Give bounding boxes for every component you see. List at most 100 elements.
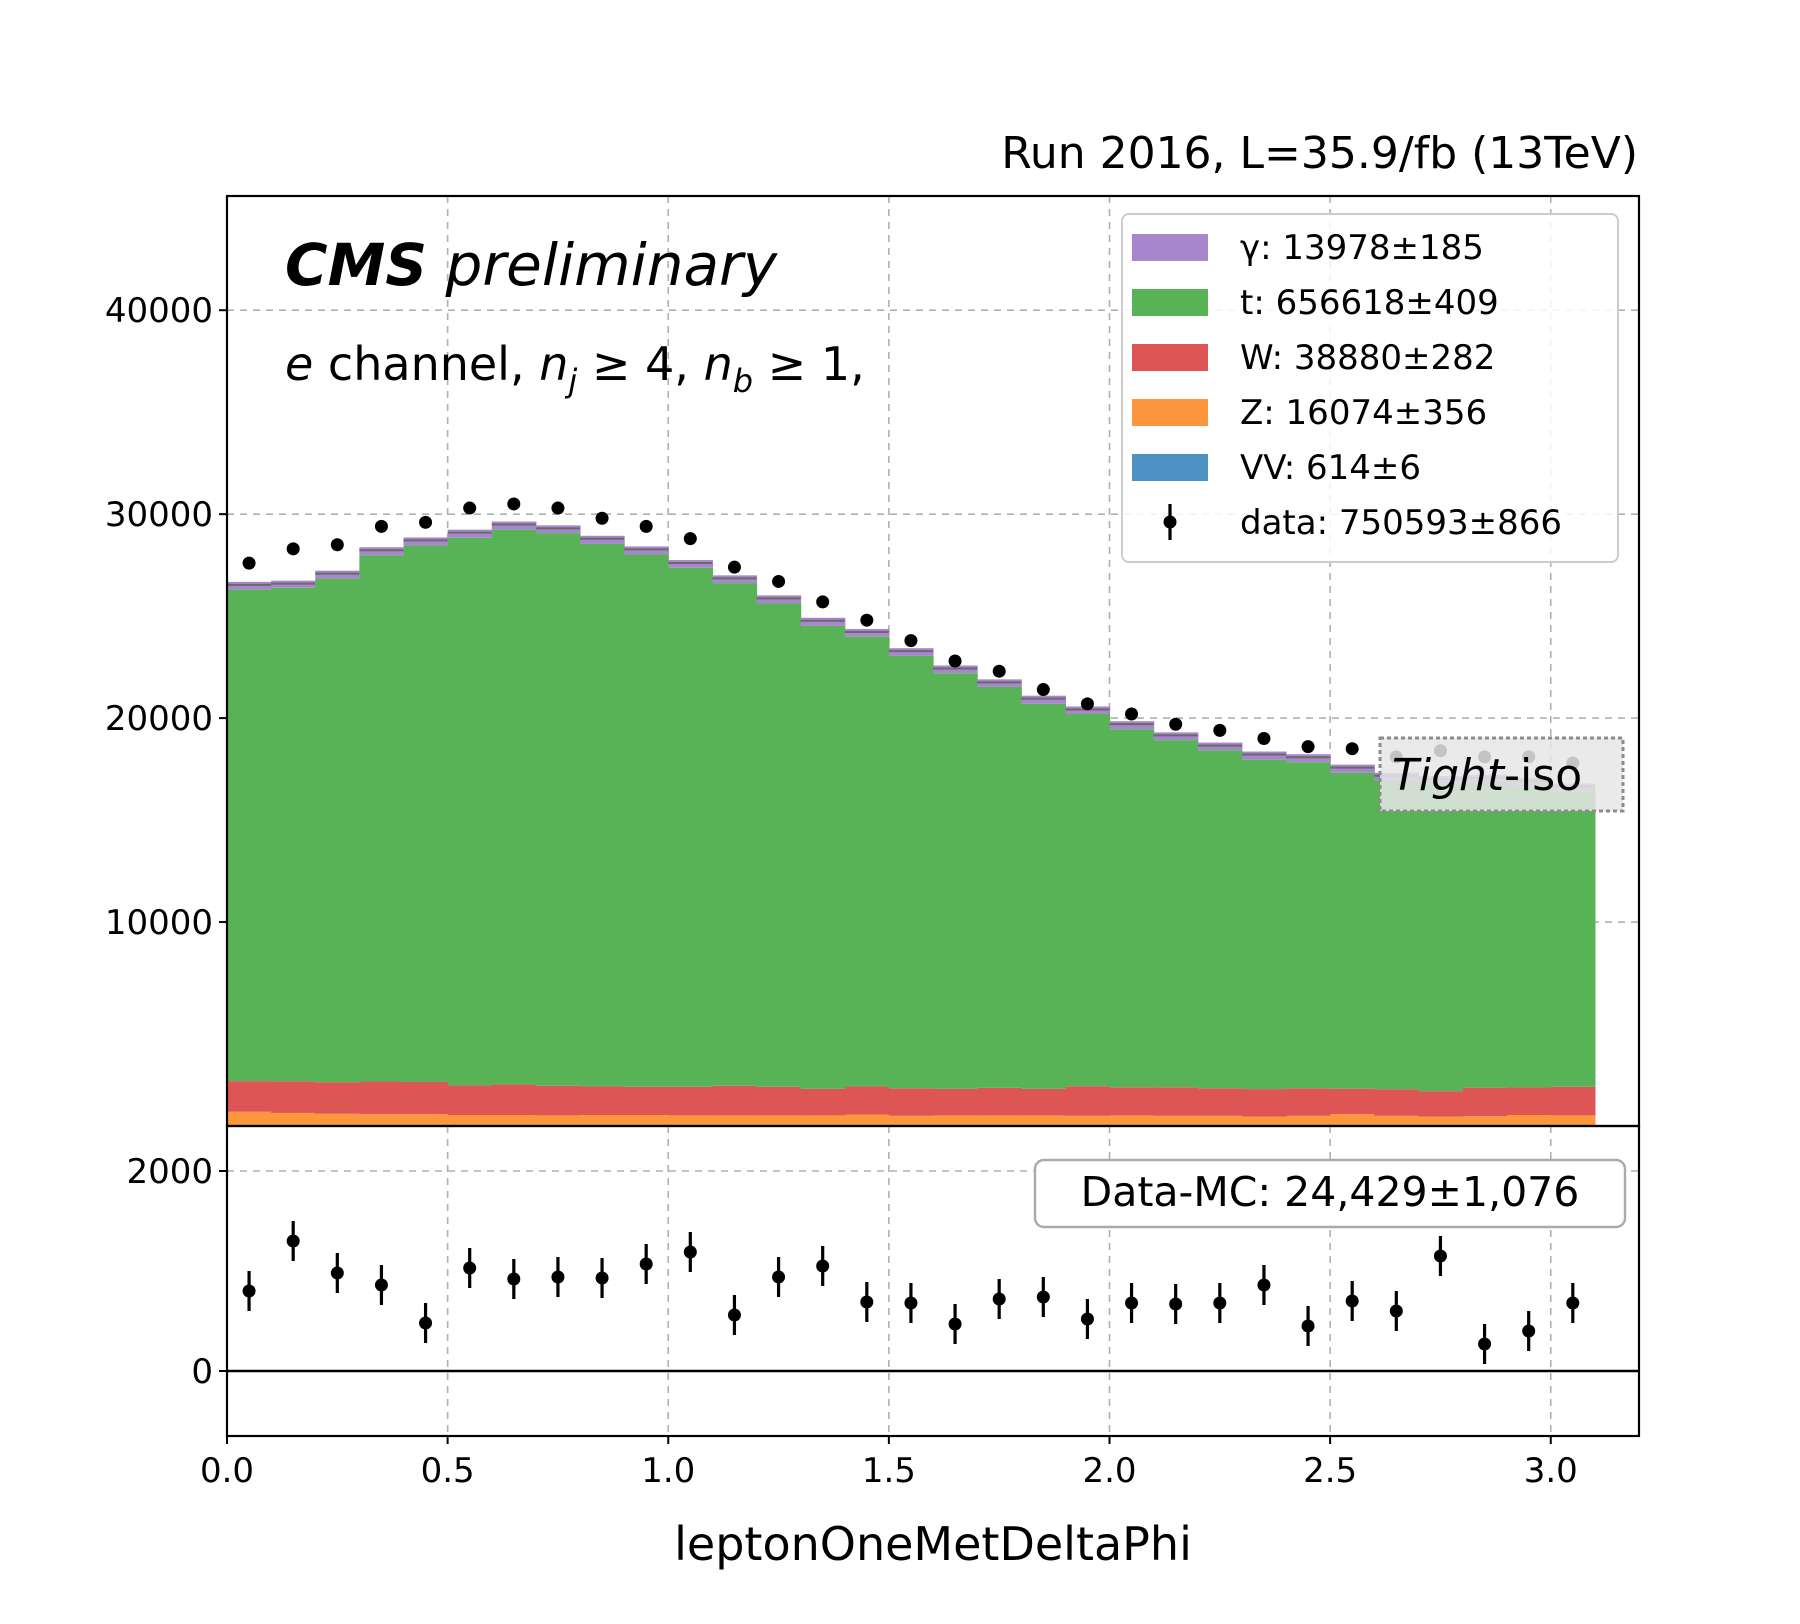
top-y-tick-label: 40000	[105, 291, 213, 331]
tight-italic: Tight	[1392, 750, 1506, 801]
nb-cut: ≥ 1,	[753, 337, 865, 391]
bar-Z	[845, 1115, 890, 1126]
bar-W	[1286, 1088, 1331, 1116]
data-point	[904, 634, 917, 647]
bar-Z	[1110, 1115, 1155, 1125]
bar-t	[1065, 714, 1110, 1086]
data-point	[993, 665, 1006, 678]
bar-γ	[757, 595, 802, 603]
ratio-point	[1257, 1279, 1270, 1292]
bar-W	[1507, 1087, 1552, 1115]
bar-Z	[1507, 1115, 1552, 1126]
ratio-point	[551, 1271, 564, 1284]
data-point	[860, 614, 873, 627]
bar-Z	[1286, 1116, 1331, 1126]
data-point	[949, 655, 962, 668]
ratio-point	[728, 1309, 741, 1322]
bar-Z	[227, 1112, 272, 1126]
ratio-point	[463, 1262, 476, 1275]
ratio-point	[816, 1260, 829, 1273]
ratio-point	[1037, 1291, 1050, 1304]
bar-t	[227, 590, 272, 1082]
nb-sub: b	[733, 362, 753, 400]
bar-Z	[404, 1114, 449, 1125]
nj-symbol: n	[539, 337, 568, 391]
bar-W	[536, 1086, 581, 1116]
bar-γ	[624, 546, 669, 554]
ratio-point	[684, 1246, 697, 1259]
ratio-point	[1081, 1313, 1094, 1326]
bar-γ	[580, 536, 625, 544]
legend-label-W: W: 38880±282	[1240, 338, 1495, 378]
bar-t	[359, 555, 404, 1081]
bar-t	[1330, 773, 1375, 1089]
data-point	[331, 538, 344, 551]
bar-Z	[1330, 1114, 1375, 1125]
ratio-point	[419, 1317, 432, 1330]
bar-t	[1551, 791, 1596, 1087]
bar-W	[271, 1081, 316, 1113]
bar-γ	[492, 522, 537, 530]
bar-Z	[580, 1115, 625, 1126]
bar-Z	[624, 1115, 669, 1126]
bar-W	[359, 1082, 404, 1115]
bar-t	[404, 546, 449, 1082]
legend-swatch-W	[1132, 344, 1208, 371]
bar-W	[624, 1087, 669, 1115]
channel-text: channel,	[313, 337, 539, 391]
ratio-point	[331, 1267, 344, 1280]
data-point	[1037, 683, 1050, 696]
data-point	[772, 575, 785, 588]
nj-cut: ≥ 4,	[577, 337, 703, 391]
bar-t	[1021, 704, 1066, 1089]
legend-swatch-Z	[1132, 399, 1208, 426]
bar-t	[1374, 781, 1419, 1089]
bar-W	[757, 1087, 802, 1116]
bar-W	[1198, 1088, 1243, 1116]
bar-γ	[1110, 721, 1155, 729]
legend-label-γ: γ: 13978±185	[1240, 228, 1484, 268]
bar-W	[845, 1086, 890, 1114]
bar-γ	[359, 547, 404, 555]
ratio-point	[772, 1271, 785, 1284]
bar-W	[1021, 1089, 1066, 1116]
cms-preliminary: preliminary	[445, 231, 778, 299]
nb-symbol: n	[704, 337, 733, 391]
bar-Z	[1065, 1116, 1110, 1126]
ratio-point	[507, 1273, 520, 1286]
ratio-point	[1125, 1297, 1138, 1310]
data-point	[1081, 697, 1094, 710]
bar-t	[757, 603, 802, 1086]
bar-W	[448, 1085, 493, 1115]
ratio-point	[1478, 1338, 1491, 1351]
bar-Z	[1374, 1116, 1419, 1126]
bar-Z	[977, 1115, 1022, 1125]
bar-t	[315, 578, 360, 1082]
data-point	[1125, 708, 1138, 721]
bar-W	[492, 1084, 537, 1115]
bar-t	[712, 583, 757, 1086]
bar-t	[1198, 750, 1243, 1088]
bar-W	[889, 1088, 934, 1116]
legend-data-marker	[1164, 516, 1177, 529]
data-point	[728, 561, 741, 574]
ratio-point	[287, 1235, 300, 1248]
bar-Z	[1154, 1116, 1199, 1126]
bar-Z	[757, 1115, 802, 1125]
bar-W	[1154, 1087, 1199, 1116]
ratio-point	[993, 1293, 1006, 1306]
bar-W	[404, 1082, 449, 1114]
bar-t	[448, 538, 493, 1086]
bar-Z	[668, 1115, 713, 1125]
data-point	[463, 502, 476, 515]
bar-γ	[448, 530, 493, 538]
bar-Z	[801, 1115, 846, 1125]
cms-label: CMS preliminary	[285, 231, 778, 299]
bar-W	[1418, 1091, 1463, 1116]
legend-label-Z: Z: 16074±356	[1240, 393, 1487, 433]
bar-W	[1110, 1087, 1155, 1115]
tight-iso-annotation: Tight-iso	[1380, 738, 1623, 811]
bar-γ	[801, 618, 846, 626]
x-tick-label: 0.0	[200, 1451, 254, 1491]
bar-W	[1330, 1089, 1375, 1114]
